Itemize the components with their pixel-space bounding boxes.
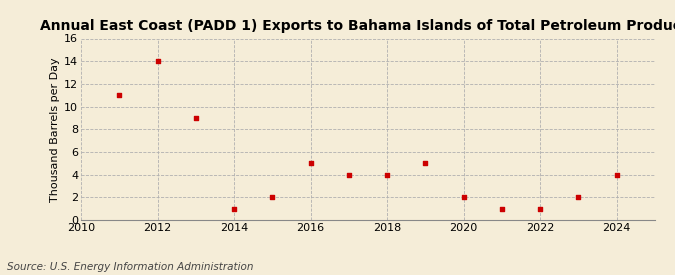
Point [344,172,354,177]
Point [496,207,507,211]
Point [229,207,240,211]
Point [305,161,316,166]
Point [381,172,392,177]
Point [114,93,125,97]
Point [573,195,584,200]
Point [267,195,277,200]
Point [152,59,163,64]
Y-axis label: Thousand Barrels per Day: Thousand Barrels per Day [50,57,60,202]
Title: Annual East Coast (PADD 1) Exports to Bahama Islands of Total Petroleum Products: Annual East Coast (PADD 1) Exports to Ba… [40,19,675,33]
Point [458,195,469,200]
Point [611,172,622,177]
Text: Source: U.S. Energy Information Administration: Source: U.S. Energy Information Administ… [7,262,253,272]
Point [420,161,431,166]
Point [190,116,201,120]
Point [535,207,545,211]
